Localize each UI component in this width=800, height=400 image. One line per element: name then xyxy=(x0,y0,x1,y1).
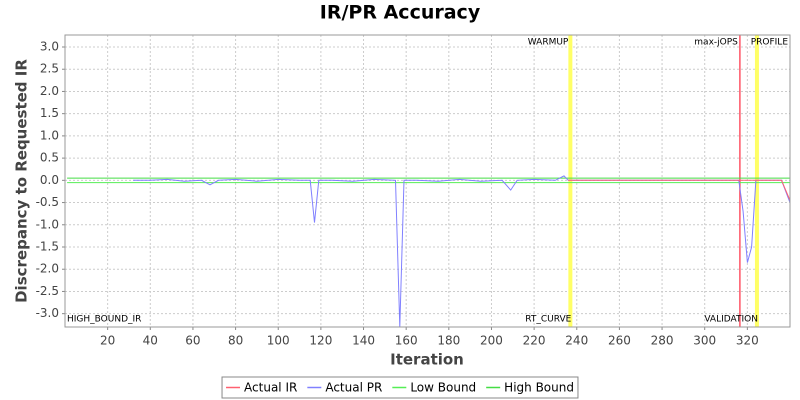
y-tick-label: 2.5 xyxy=(40,62,59,76)
y-tick-label: -1.5 xyxy=(36,240,59,254)
marker-label: RT_CURVE xyxy=(525,315,571,325)
legend-label: Actual PR xyxy=(325,381,382,395)
x-tick-label: 280 xyxy=(651,334,674,348)
marker-label: VALIDATION xyxy=(704,315,758,325)
chart-title: IR/PR Accuracy xyxy=(320,2,481,24)
legend-label: Low Bound xyxy=(410,381,476,395)
legend: Actual IR Actual PR Low Bound High Bound xyxy=(221,376,579,399)
y-tick-label: -2.0 xyxy=(36,262,59,276)
x-tick-label: 260 xyxy=(608,334,631,348)
annotation: HIGH_BOUND_IR xyxy=(67,315,141,325)
y-tick-label: -2.5 xyxy=(36,284,59,298)
x-tick-label: 320 xyxy=(736,334,759,348)
x-axis-title: Iteration xyxy=(390,351,464,369)
x-tick-label: 160 xyxy=(395,334,418,348)
y-tick-label: 0.0 xyxy=(40,173,59,187)
y-axis-title: Discrepancy to Requested IR xyxy=(13,59,31,303)
y-tick-label: 3.0 xyxy=(40,40,59,54)
x-tick-label: 80 xyxy=(228,334,243,348)
x-tick-label: 200 xyxy=(480,334,503,348)
y-tick-label: 2.0 xyxy=(40,84,59,98)
x-tick-label: 240 xyxy=(565,334,588,348)
series-line xyxy=(568,179,791,201)
x-tick-label: 60 xyxy=(185,334,200,348)
y-tick-label: 1.0 xyxy=(40,128,59,142)
marker-label: WARMUP xyxy=(528,38,569,48)
marker-label: PROFILE xyxy=(751,38,789,48)
y-tick-label: -0.5 xyxy=(36,195,59,209)
x-tick-label: 120 xyxy=(309,334,332,348)
x-tick-label: 140 xyxy=(352,334,375,348)
x-tick-label: 300 xyxy=(693,334,716,348)
x-tick-label: 180 xyxy=(437,334,460,348)
marker-label: max-jOPS xyxy=(694,38,738,48)
y-tick-label: -1.0 xyxy=(36,217,59,231)
x-tick-label: 100 xyxy=(267,334,290,348)
x-tick-label: 40 xyxy=(143,334,158,348)
legend-label: High Bound xyxy=(504,381,574,395)
plot-border xyxy=(64,34,791,328)
y-tick-label: 0.5 xyxy=(40,151,59,165)
legend-label: Actual IR xyxy=(244,381,297,395)
x-tick-label: 220 xyxy=(523,334,546,348)
x-tick-label: 20 xyxy=(100,334,115,348)
y-tick-label: -3.0 xyxy=(36,306,59,320)
y-tick-label: 1.5 xyxy=(40,106,59,120)
